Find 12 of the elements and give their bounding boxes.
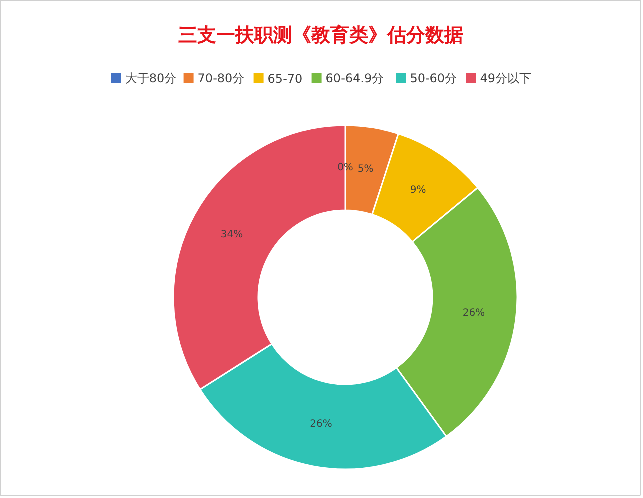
data-label: 9% [410, 184, 426, 196]
data-label: 34% [220, 230, 244, 241]
legend-label: 60-64.9分 [326, 72, 384, 86]
legend-label: 70-80分 [198, 72, 245, 86]
chart-title: 三支一扶职测《教育类》估分数据 [178, 24, 464, 46]
legend-label: 50-60分 [410, 72, 458, 86]
data-label: 26% [310, 419, 332, 430]
legend-label: 大于80分 [125, 72, 177, 86]
data-label: 26% [462, 308, 486, 320]
legend-label: 49分以下 [480, 72, 532, 86]
data-label: 5% [358, 164, 374, 176]
legend-label: 65-70 [268, 72, 303, 86]
